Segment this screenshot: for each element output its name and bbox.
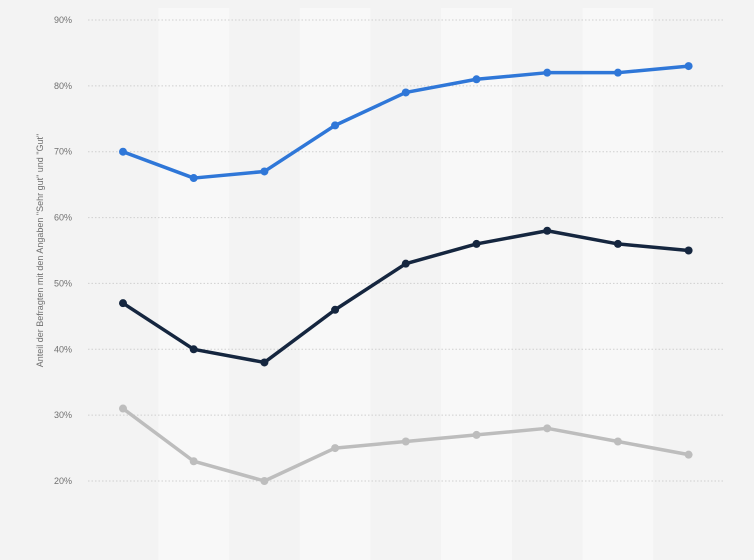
data-point — [613, 239, 622, 248]
series-1 — [119, 62, 693, 183]
data-point — [260, 358, 269, 367]
y-axis-tick-labels: 20% 30% 40% 50% 60% 70% 80% 90% — [54, 15, 72, 486]
y-axis-title: Anteil der Befragten mit den Angaben "Se… — [35, 134, 45, 367]
y-tick-label: 20% — [54, 476, 72, 486]
data-point — [189, 345, 198, 354]
data-point — [119, 404, 127, 413]
column-band — [299, 8, 371, 560]
y-tick-label: 50% — [54, 278, 72, 288]
data-point — [331, 121, 340, 130]
column-band — [158, 8, 230, 560]
data-point — [613, 437, 622, 446]
data-point — [684, 246, 693, 255]
data-point — [401, 437, 410, 446]
data-point — [684, 450, 693, 459]
y-tick-label: 70% — [54, 147, 72, 157]
data-point — [119, 147, 127, 156]
y-tick-label: 60% — [54, 213, 72, 223]
data-point — [189, 457, 198, 466]
data-point — [543, 68, 552, 77]
data-series — [119, 62, 693, 485]
data-point — [543, 226, 552, 235]
y-tick-label: 80% — [54, 81, 72, 91]
data-point — [260, 477, 269, 485]
data-point — [472, 75, 481, 84]
data-point — [684, 62, 693, 71]
series-2 — [119, 226, 693, 367]
data-point — [613, 68, 622, 77]
alternating-column-bands — [158, 8, 654, 560]
data-point — [119, 299, 127, 308]
data-point — [331, 305, 340, 314]
column-band — [441, 8, 512, 560]
y-tick-label: 30% — [54, 410, 72, 420]
data-point — [401, 259, 410, 268]
column-band — [582, 8, 654, 560]
data-point — [472, 239, 481, 248]
y-tick-label: 40% — [54, 344, 72, 354]
data-point — [260, 167, 269, 176]
series-3 — [119, 404, 693, 485]
data-point — [472, 430, 481, 439]
data-point — [543, 424, 552, 433]
data-point — [401, 88, 410, 97]
data-point — [189, 174, 198, 183]
y-tick-label: 90% — [54, 15, 72, 25]
data-point — [331, 444, 340, 453]
